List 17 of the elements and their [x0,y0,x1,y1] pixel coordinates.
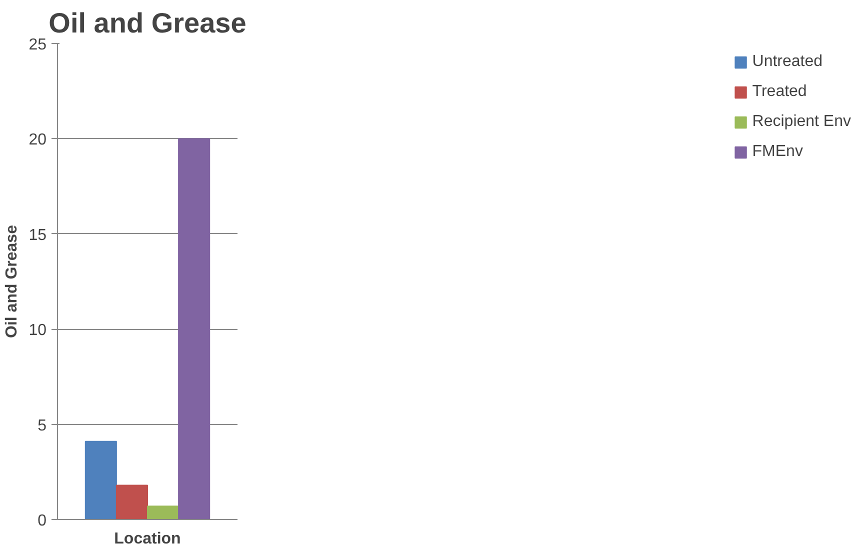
legend-label: Recipient Env [752,113,851,131]
legend-label: Untreated [752,53,823,71]
y-axis-title: Oil and Grease [4,224,21,338]
x-axis-title: Location [114,530,181,548]
bar [178,138,210,520]
y-tick-label: 15 [28,226,47,244]
y-tick-label: 20 [28,132,47,149]
y-tick-label: 10 [28,322,47,340]
legend-label: FMEnv [752,143,803,161]
chart-title: Oil and Grease [48,8,246,38]
y-tick-label: 0 [38,512,47,530]
bar [84,440,117,520]
bar [147,506,180,520]
y-tick-label: 25 [28,36,47,54]
bar [116,484,148,520]
y-tick-label: 5 [38,417,47,434]
legend-label: Treated [752,83,807,101]
